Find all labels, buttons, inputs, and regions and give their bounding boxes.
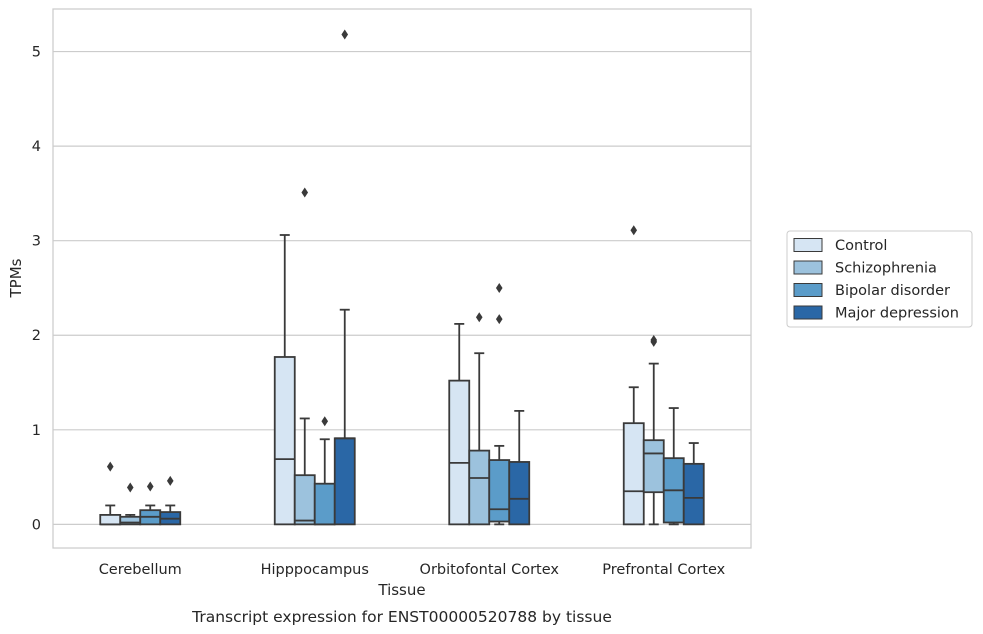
legend-label: Control [835, 238, 887, 254]
outlier-point [341, 29, 349, 40]
box-body [313, 482, 336, 526]
outlier-point [495, 314, 503, 325]
box-body [273, 356, 296, 526]
x-axis-ticks: Cerebellum Hipppocampus Orbitofontal Corte… [99, 562, 726, 578]
box-body [468, 449, 491, 526]
y-tick-label: 1 [32, 423, 41, 439]
box-body [642, 439, 665, 494]
box-0-3 [622, 225, 645, 526]
outlier-point [146, 481, 154, 492]
legend-swatch [793, 305, 823, 320]
outlier-point [126, 482, 134, 493]
box-1-2 [468, 312, 491, 526]
box-2-0 [139, 481, 162, 526]
box-2-1 [313, 416, 336, 526]
outlier-point [475, 312, 483, 323]
box-body [622, 422, 645, 526]
y-tick-label: 5 [32, 45, 41, 61]
legend-swatch [793, 260, 823, 275]
box-3-1 [333, 29, 356, 526]
box-1-0 [119, 482, 142, 526]
plot-frame [52, 8, 752, 549]
box-0-2 [448, 322, 471, 526]
figure-caption: Transcript expression for ENST0000052078… [191, 608, 612, 626]
box-1-1 [293, 187, 316, 526]
outlier-point [301, 187, 309, 198]
box-0-0 [99, 461, 122, 526]
legend-frame [786, 230, 973, 328]
y-tick-label: 0 [32, 517, 41, 533]
y-axis-ticks: 0 1 2 3 4 5 [32, 45, 41, 534]
box-2-2 [488, 282, 511, 526]
outlier-point [650, 334, 658, 345]
box-3-3 [682, 442, 705, 526]
legend-swatch [793, 238, 823, 252]
x-tick-label: Hipppocampus [261, 562, 369, 578]
outlier-point [630, 225, 638, 236]
legend-label: Schizophrenia [835, 261, 937, 277]
y-tick-label: 4 [32, 139, 41, 155]
plot-boxes [99, 29, 705, 526]
outlier-point [321, 416, 329, 427]
x-tick-label: Cerebellum [99, 562, 182, 578]
box-body [448, 379, 471, 526]
x-tick-label: Orbitofontal Cortex [420, 562, 560, 578]
box-body [333, 437, 356, 526]
y-tick-label: 3 [32, 234, 41, 250]
outlier-point [106, 461, 114, 472]
outlier-point [495, 282, 503, 293]
box-body [488, 459, 511, 523]
box-3-2 [508, 409, 531, 526]
box-body [508, 461, 531, 526]
outlier-point [166, 475, 174, 486]
box-body [682, 462, 705, 526]
box-body [99, 514, 122, 526]
box-body [293, 474, 316, 526]
legend-label: Bipolar disorder [835, 283, 950, 299]
box-2-3 [662, 407, 685, 526]
box-0-1 [273, 234, 296, 526]
legend-label: Major depression [835, 306, 959, 322]
legend-swatch [793, 283, 823, 297]
x-tick-label: Prefrontal Cortex [602, 562, 725, 578]
legend: Control Schizophrenia Bipolar disorder Majo… [786, 230, 973, 328]
x-axis-label: Tissue [377, 581, 425, 599]
y-axis-label: TPMs [7, 258, 25, 298]
box-3-0 [159, 475, 182, 526]
y-tick-label: 2 [32, 328, 41, 344]
